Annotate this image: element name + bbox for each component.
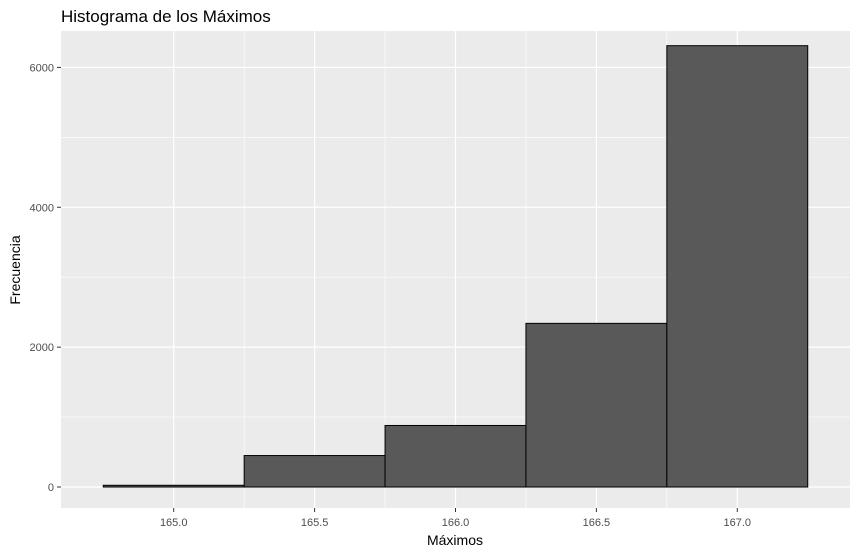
x-tick-label: 165.5: [301, 517, 329, 529]
histogram-bar: [525, 322, 668, 488]
histogram-bar: [384, 424, 527, 488]
histogram-bar: [243, 455, 386, 488]
x-tick-label: 167.0: [724, 517, 752, 529]
x-tick-label: 166.0: [442, 517, 470, 529]
y-tick-label: 0: [48, 482, 54, 494]
x-axis-ticks: 165.0 165.5 166.0 166.5 167.0: [160, 508, 751, 529]
histogram-bar: [666, 45, 809, 488]
histogram-bars: [102, 45, 809, 488]
y-tick-label: 4000: [30, 202, 54, 214]
x-tick-label: 166.5: [583, 517, 611, 529]
histogram-bar: [102, 484, 245, 488]
x-axis-title: Máximos: [427, 532, 483, 548]
y-axis-title: Frecuencia: [7, 235, 23, 304]
y-tick-label: 2000: [30, 342, 54, 354]
y-axis-ticks: 0 2000 4000 6000: [30, 62, 61, 494]
chart-title: Histograma de los Máximos: [61, 7, 271, 26]
x-tick-label: 165.0: [160, 517, 188, 529]
y-tick-label: 6000: [30, 62, 54, 74]
